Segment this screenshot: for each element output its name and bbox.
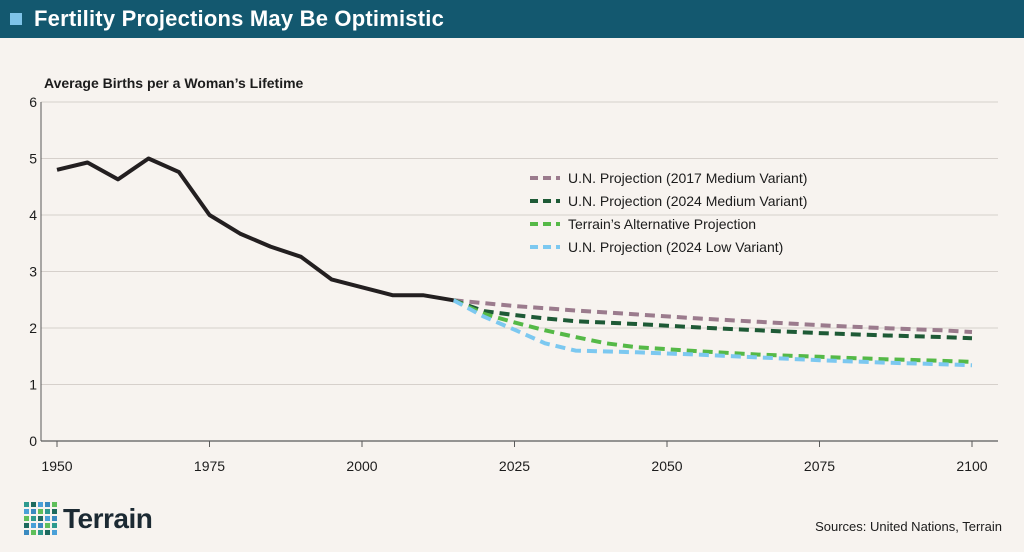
logo-dot [45,516,50,521]
x-tick-label-1975: 1975 [194,458,225,474]
x-tick-label-2000: 2000 [346,458,377,474]
y-tick-label-6: 6 [29,94,37,110]
logo-dot [52,516,57,521]
legend-label-un2024medium: U.N. Projection (2024 Medium Variant) [568,193,807,209]
logo-dot [24,502,29,507]
logo-dot [38,516,43,521]
logo-dot [31,516,36,521]
sources-note: Sources: United Nations, Terrain [815,519,1002,534]
logo-dot [38,530,43,535]
terrain-logo-icon [24,502,57,535]
title-bar: Fertility Projections May Be Optimistic [0,0,1024,38]
series-line-terrain [452,298,973,364]
series-line-historical [56,156,454,303]
logo-dot [38,509,43,514]
logo-dot [24,523,29,528]
x-tick-label-1950: 1950 [41,458,72,474]
series-line-un2017 [453,298,973,334]
terrain-logo-text: Terrain [63,502,153,534]
logo-dot [45,523,50,528]
y-tick-label-5: 5 [29,151,37,167]
logo-dot [45,509,50,514]
series-line-un2024medium [452,298,973,341]
logo-dot [38,523,43,528]
y-tick-label-3: 3 [29,264,37,280]
logo-dot [52,523,57,528]
logo-dot [31,509,36,514]
logo-dot [24,516,29,521]
logo-dot [52,530,57,535]
legend-label-un2017: U.N. Projection (2017 Medium Variant) [568,170,807,186]
logo-dot [52,509,57,514]
title-bullet-icon [10,13,22,25]
logo-dot [24,530,29,535]
logo-dot [45,530,50,535]
y-axis-label: Average Births per a Woman’s Lifetime [44,75,304,91]
x-tick-label-2025: 2025 [499,458,530,474]
logo-dot [31,502,36,507]
x-tick-label-2050: 2050 [651,458,682,474]
logo-dot [38,502,43,507]
legend-label-terrain: Terrain’s Alternative Projection [568,216,756,232]
legend-label-un2024low: U.N. Projection (2024 Low Variant) [568,239,783,255]
y-tick-label-4: 4 [29,207,37,223]
y-tick-label-1: 1 [29,377,37,393]
y-tick-label-0: 0 [29,433,37,449]
chart-title: Fertility Projections May Be Optimistic [34,6,445,31]
logo-dot [31,530,36,535]
series-line-un2024low [452,298,973,368]
terrain-logo: Terrain [24,502,153,535]
y-tick-label-2: 2 [29,320,37,336]
logo-dot [52,502,57,507]
logo-dot [31,523,36,528]
x-tick-label-2100: 2100 [956,458,987,474]
x-tick-label-2075: 2075 [804,458,835,474]
logo-dot [45,502,50,507]
logo-dot [24,509,29,514]
